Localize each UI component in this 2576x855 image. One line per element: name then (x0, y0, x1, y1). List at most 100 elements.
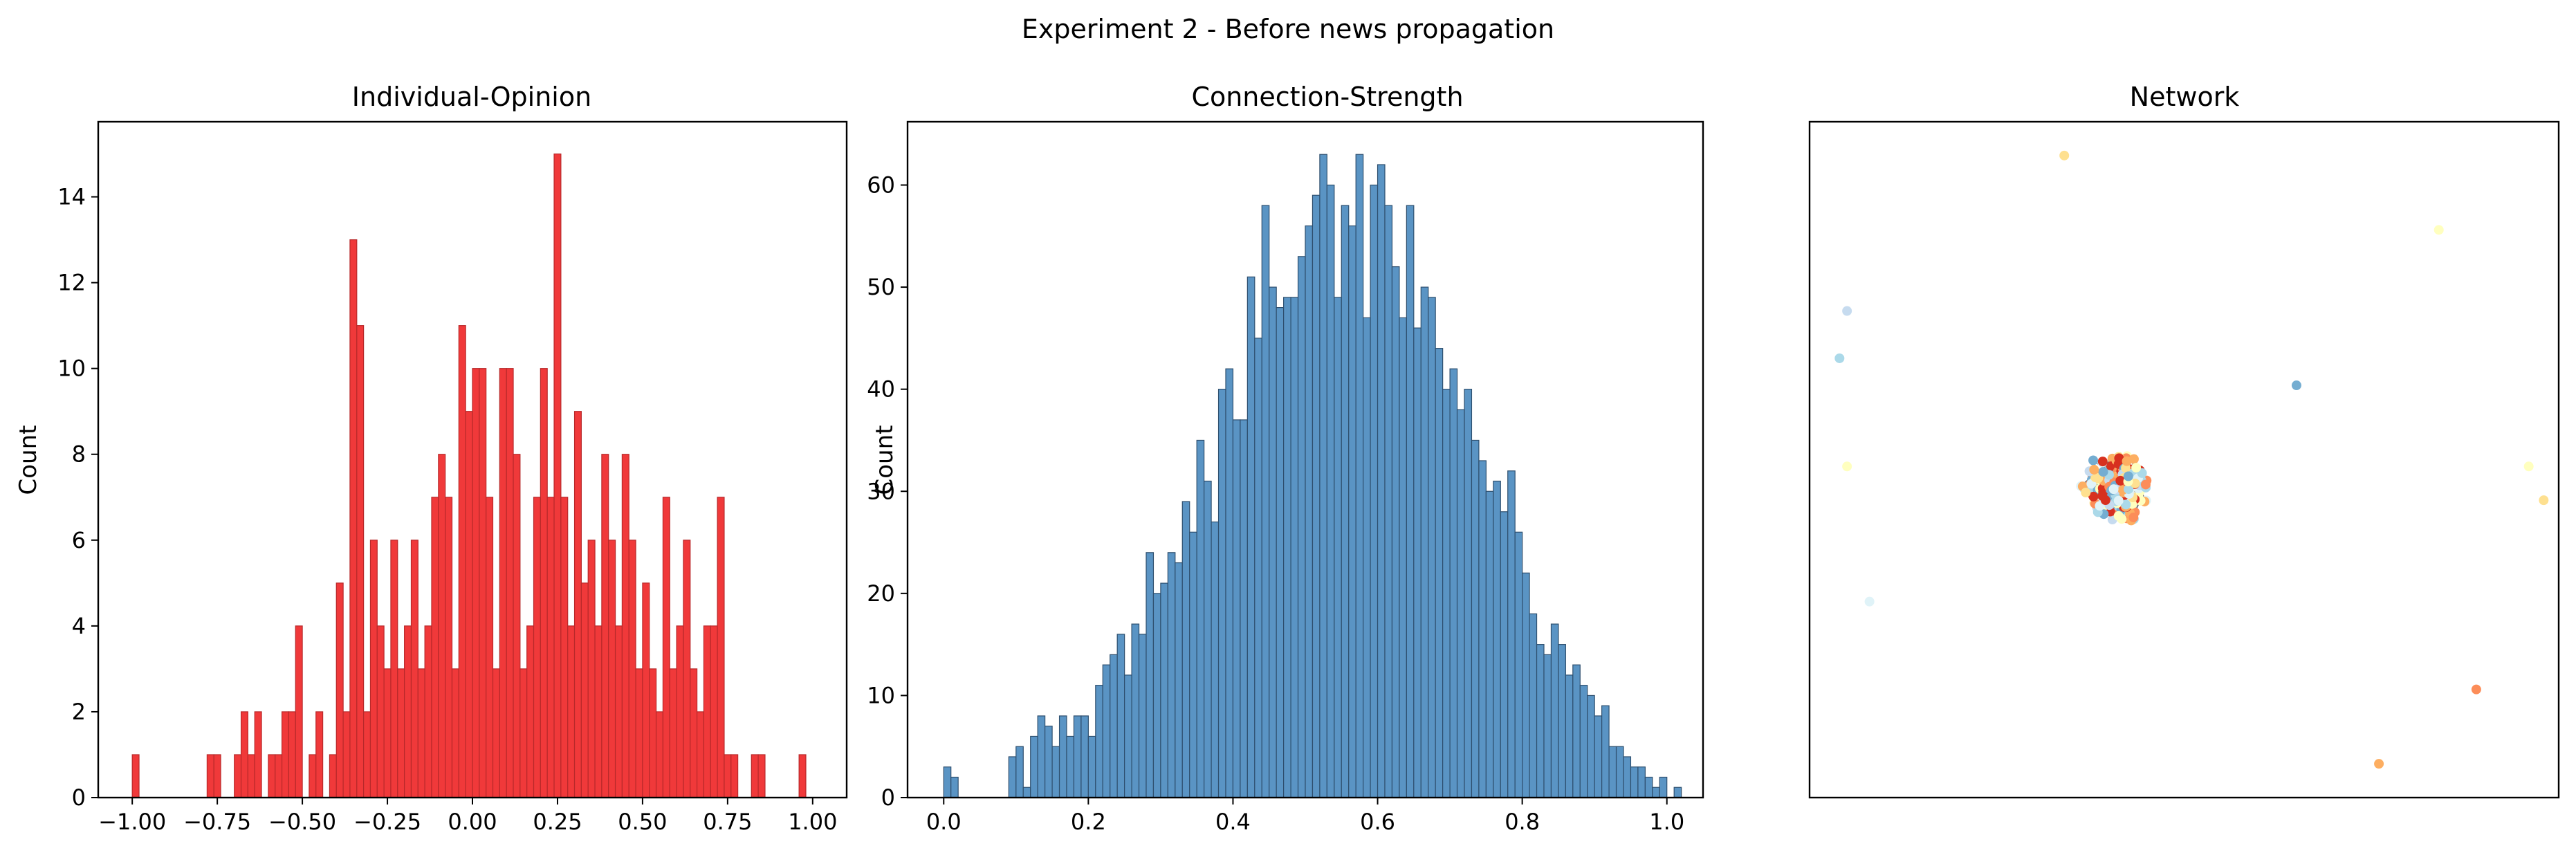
strength-y-tick-label: 20 (867, 580, 895, 607)
opinion-bar (234, 754, 242, 798)
opinion-bar (213, 754, 221, 798)
opinion-x-tick-label: −0.50 (268, 809, 336, 835)
strength-bar (1246, 276, 1255, 798)
strength-bar (1008, 756, 1017, 798)
opinion-bar (342, 711, 351, 798)
strength-bar (1420, 286, 1429, 798)
opinion-x-tick-label: 1.00 (788, 809, 837, 835)
strength-bar (1493, 480, 1501, 798)
opinion-bar (410, 540, 418, 798)
strength-bar (1522, 572, 1530, 798)
strength-x-tick-label: 0.6 (1360, 809, 1395, 835)
strength-bar (1558, 644, 1566, 798)
strength-bar (1442, 389, 1451, 798)
network-node (2117, 514, 2127, 524)
strength-bar (1319, 154, 1327, 798)
strength-bar (1225, 368, 1234, 798)
opinion-bar (703, 625, 711, 798)
strength-y-tick-label: 50 (867, 274, 895, 300)
strength-bar (1305, 225, 1314, 798)
strength-bar (1355, 154, 1364, 798)
strength-bar (1095, 685, 1103, 798)
opinion-bar (587, 540, 596, 798)
opinion-bar (499, 368, 507, 798)
opinion-bar (690, 668, 698, 798)
strength-bar (1428, 297, 1436, 798)
opinion-bar (513, 454, 521, 798)
strength-bar (1138, 634, 1147, 798)
network-node (2081, 488, 2091, 498)
opinion-bar (329, 754, 337, 798)
strength-bar (1464, 389, 1473, 798)
opinion-bar (540, 368, 548, 798)
strength-bar (1181, 501, 1190, 798)
strength-bar (1204, 480, 1212, 798)
network-node (2128, 513, 2139, 523)
opinion-x-tick-label: 0.75 (703, 809, 752, 835)
opinion-bar (580, 582, 589, 798)
strength-bar (1587, 695, 1595, 798)
network-outlier-node (1864, 596, 1875, 607)
strength-bar (1080, 715, 1089, 798)
strength-bar (1543, 654, 1552, 798)
opinion-bar (676, 625, 684, 798)
strength-x-tick-label: 0.8 (1505, 809, 1540, 835)
opinion-x-tick-label: −0.25 (353, 809, 421, 835)
opinion-bar (288, 711, 296, 798)
opinion-bar (573, 411, 582, 798)
opinion-bar (560, 497, 569, 798)
strength-bar (1449, 368, 1458, 798)
opinion-bar (751, 754, 759, 798)
strength-bar (1058, 715, 1067, 798)
opinion-bar (717, 497, 725, 798)
strength-bar (1601, 705, 1610, 798)
strength-bar (1269, 286, 1277, 798)
network-plot-frame (1808, 120, 2560, 799)
strength-bar (1456, 409, 1465, 798)
opinion-bar (710, 625, 718, 798)
strength-bar (1110, 654, 1118, 798)
network-node (2089, 464, 2099, 475)
opinion-bar (730, 754, 739, 798)
opinion-bar (757, 754, 766, 798)
strength-bar (1297, 256, 1306, 798)
network-node (2115, 475, 2126, 486)
opinion-bar (724, 754, 732, 798)
strength-bar (1152, 593, 1161, 798)
opinion-bar (376, 625, 385, 798)
network-outlier-node (2539, 495, 2549, 506)
strength-bar (1637, 766, 1646, 798)
strength-bar (1175, 562, 1183, 798)
strength-bar (1615, 746, 1624, 798)
opinion-bar (628, 540, 636, 798)
opinion-y-tick-label: 2 (72, 699, 86, 725)
opinion-bar (451, 668, 459, 798)
strength-bar (1391, 266, 1400, 798)
network-outlier-node (1834, 353, 1845, 363)
opinion-y-tick-label: 14 (57, 184, 86, 210)
strength-y-tick-label: 40 (867, 376, 895, 403)
strength-bar (1073, 715, 1082, 798)
strength-bar (1478, 460, 1487, 798)
strength-bars (943, 154, 1682, 798)
network-node (2140, 479, 2151, 490)
opinion-y-tick-label: 12 (57, 270, 86, 296)
strength-bar (1384, 205, 1393, 798)
strength-bar (1471, 439, 1480, 798)
network-outlier-node (1842, 461, 1852, 472)
opinion-y-tick-label: 4 (72, 613, 86, 639)
strength-bar (1030, 735, 1038, 798)
network-node (2097, 457, 2108, 467)
network-node (2108, 484, 2119, 495)
strength-bar (943, 766, 952, 798)
strength-bar (1160, 582, 1168, 798)
opinion-bar (240, 711, 248, 798)
opinion-bar (642, 582, 650, 798)
strength-y-axis-label: Count (871, 425, 899, 495)
opinion-bar (404, 625, 412, 798)
opinion-bar (335, 582, 344, 798)
strength-bar (1514, 531, 1523, 798)
strength-bar (1500, 511, 1509, 798)
strength-bar (1131, 623, 1140, 798)
